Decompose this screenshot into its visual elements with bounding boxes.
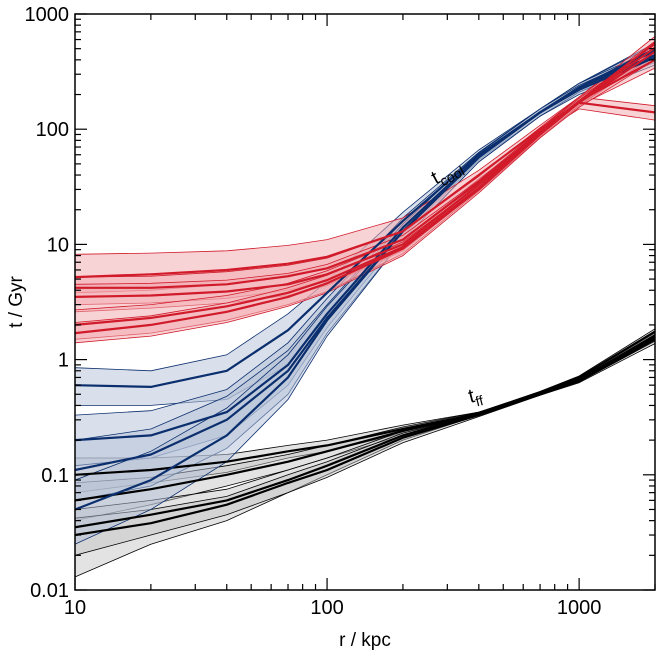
y-axis-label: t / Gyr: [6, 275, 27, 327]
confidence-bands: [75, 35, 655, 578]
y-tick-label: 10: [47, 234, 69, 256]
axis-ticks: [74, 13, 656, 591]
band-blue-7: [75, 50, 655, 545]
band-cool-12: [75, 44, 655, 344]
plot-frame: [74, 13, 656, 591]
line-cool-12: [75, 50, 655, 335]
y-tick-label: 1: [58, 350, 69, 372]
y-tick-label: 100: [36, 119, 69, 141]
series-lines: [75, 42, 655, 537]
x-tick-label: 1000: [557, 597, 602, 619]
band-ff-3: [75, 335, 655, 556]
x-tick-label: 10: [64, 597, 86, 619]
band-ff-1: [75, 332, 655, 522]
y-tick-label: 1000: [25, 4, 70, 26]
line-blue-7: [75, 56, 655, 511]
axis-tick-labels: 10 100 1000 0.01 0.1 1 10 100 1000: [25, 4, 602, 619]
x-tick-label: 100: [310, 597, 343, 619]
y-tick-label: 0.1: [41, 465, 69, 487]
line-ff-3: [75, 336, 655, 537]
x-axis-label: r / kpc: [339, 630, 391, 651]
y-tick-label: 0.01: [30, 580, 69, 602]
line-ff-2: [75, 330, 655, 529]
annotation-t-ff: tff: [466, 383, 485, 410]
